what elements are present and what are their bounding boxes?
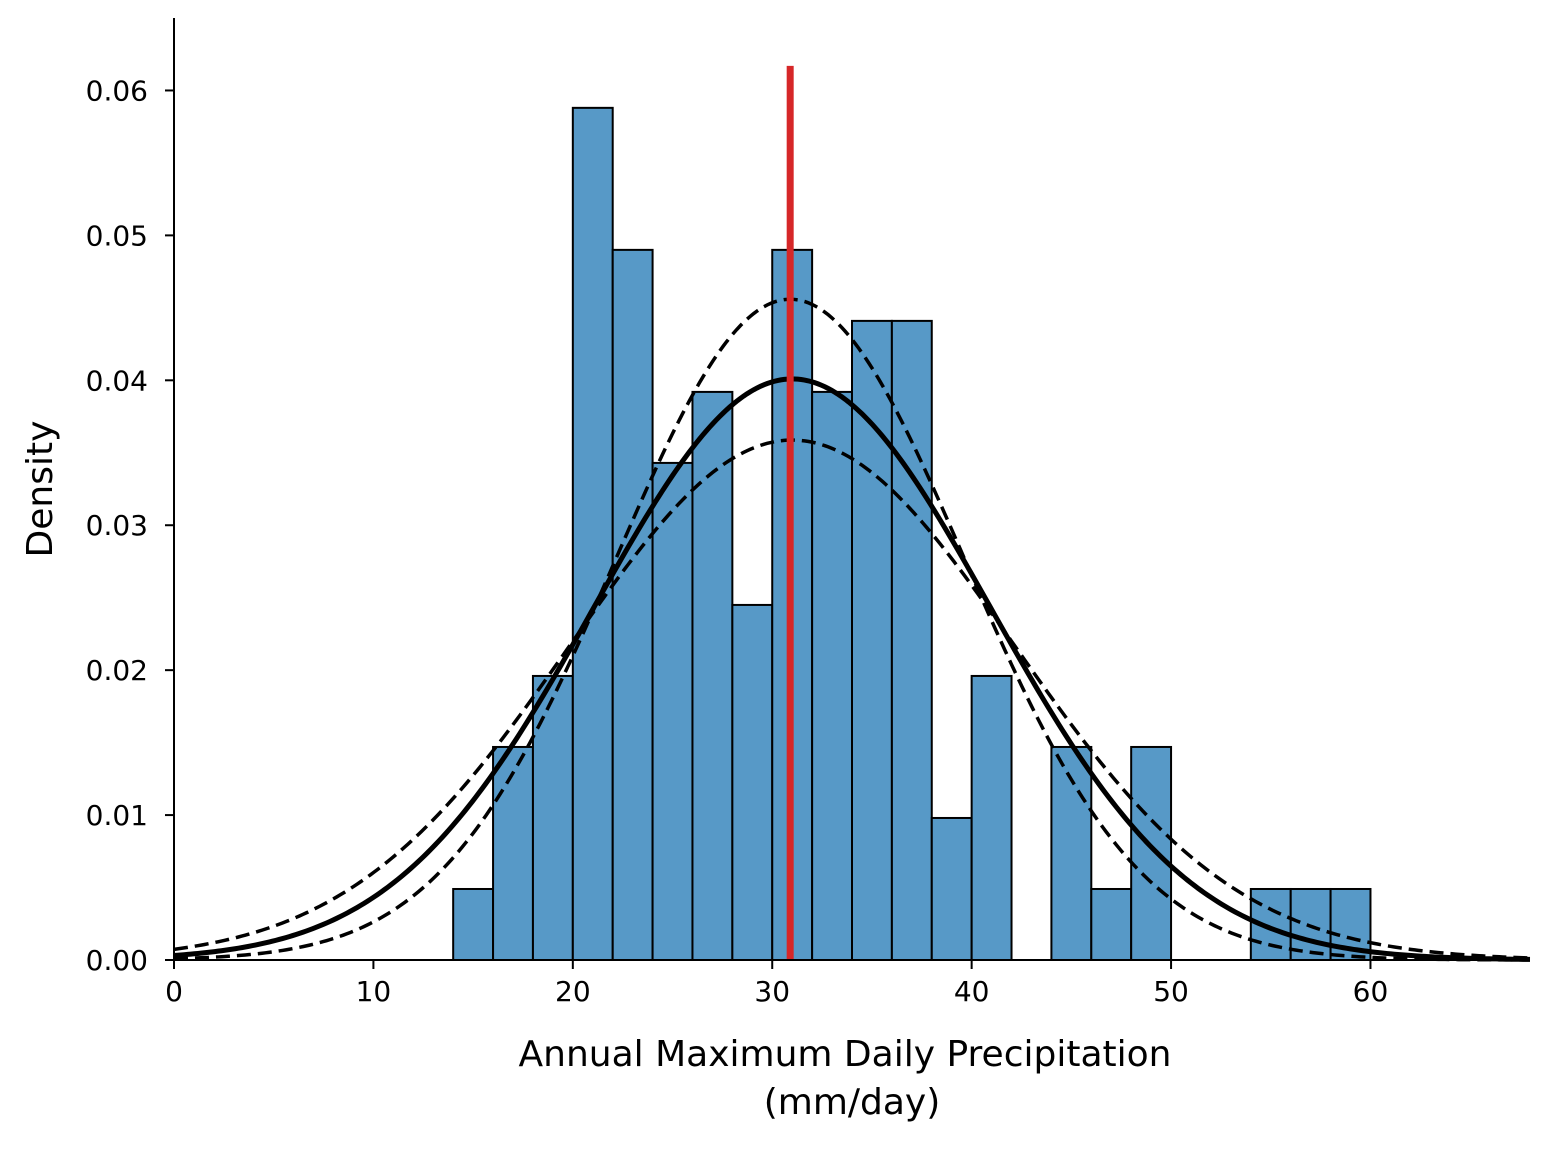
histogram-bar bbox=[452, 887, 495, 961]
histogram-bar bbox=[492, 745, 534, 961]
ticks: 0 10 20 30 40 50 60 0.00 0.01 0.02 0.03 0.04 0.05 0.0… bbox=[86, 74, 1389, 1008]
x-tick-label: 50 bbox=[1153, 975, 1189, 1008]
x-tick-label: 10 bbox=[356, 975, 392, 1008]
histogram-bar bbox=[731, 603, 774, 961]
x-tick-label: 60 bbox=[1353, 975, 1389, 1008]
histogram-bar bbox=[571, 106, 614, 962]
y-tick-label: 0.01 bbox=[86, 799, 148, 832]
histogram-bar bbox=[651, 461, 694, 961]
fitted-curves bbox=[173, 297, 1531, 962]
axes bbox=[173, 18, 1530, 961]
x-tick-label: 30 bbox=[754, 975, 790, 1008]
x-tick-label: 0 bbox=[165, 975, 183, 1008]
x-tick-label: 20 bbox=[555, 975, 591, 1008]
x-tick-label: 40 bbox=[954, 975, 990, 1008]
histogram-bar bbox=[970, 674, 1013, 961]
x-axis-label-line1: Annual Maximum Daily Precipitation bbox=[519, 1034, 1172, 1075]
y-tick-label: 0.04 bbox=[86, 364, 148, 397]
lower-bound-curve bbox=[173, 438, 1531, 960]
histogram-bar bbox=[890, 319, 933, 961]
fitted-pdf-curve bbox=[173, 376, 1531, 962]
histogram-bar bbox=[1090, 887, 1133, 961]
histogram-bar bbox=[691, 390, 734, 961]
y-tick-label: 0.06 bbox=[86, 74, 148, 107]
histogram-bar bbox=[1130, 745, 1173, 961]
y-tick-label: 0.03 bbox=[86, 509, 148, 542]
histogram-bars bbox=[452, 106, 1372, 962]
histogram-bar bbox=[930, 816, 973, 962]
histogram-bar bbox=[851, 319, 893, 961]
x-axis-label-line2: (mm/day) bbox=[764, 1082, 941, 1123]
y-tick-label: 0.02 bbox=[86, 654, 148, 687]
y-tick-label: 0.00 bbox=[86, 944, 148, 977]
histogram-bar bbox=[611, 248, 654, 961]
upper-bound-curve bbox=[173, 297, 1531, 962]
histogram-bar bbox=[811, 390, 854, 961]
y-axis-label: Density bbox=[20, 421, 61, 558]
histogram-bar bbox=[531, 674, 574, 961]
y-tick-label: 0.05 bbox=[86, 219, 148, 252]
